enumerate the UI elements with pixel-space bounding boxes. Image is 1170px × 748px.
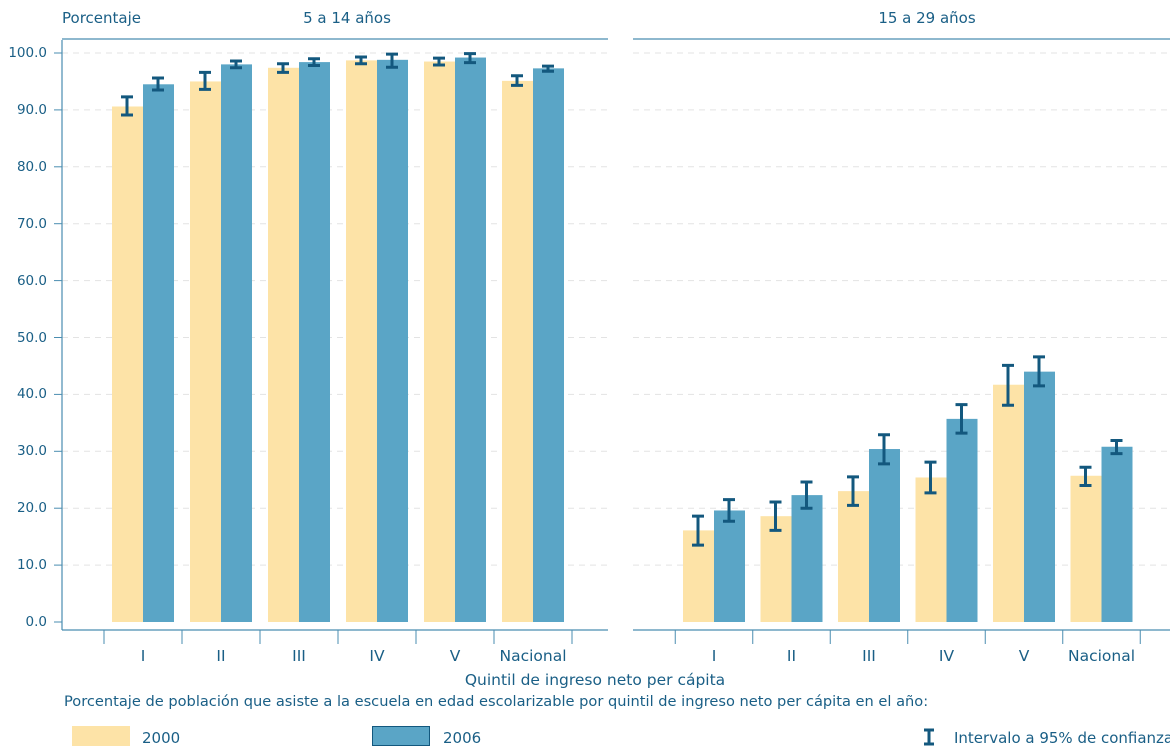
bar-2000-III xyxy=(268,67,299,622)
error-bar-icon xyxy=(924,728,934,746)
bar-2000-V xyxy=(993,384,1024,622)
error-bar-2000-II xyxy=(769,500,782,532)
panel-title-left: 5 a 14 años xyxy=(303,9,391,27)
legend-label-ci: Intervalo a 95% de confianza xyxy=(954,729,1170,747)
bar-2000-V xyxy=(424,61,455,623)
error-bar-2006-Nacional xyxy=(542,64,554,73)
error-bar-2006-IV xyxy=(386,52,398,69)
bar-2006-Nacional xyxy=(533,68,564,623)
y-tick-label: 60.0 xyxy=(16,272,47,289)
error-bar-2006-V xyxy=(464,52,476,65)
error-bar-2000-I xyxy=(692,514,704,547)
error-bar-2006-I xyxy=(152,76,164,92)
error-bar-2000-Nacional xyxy=(511,74,523,87)
bar-2006-III xyxy=(299,62,330,622)
x-axis-label: Quintil de ingreso neto per cápita xyxy=(464,671,726,689)
bar-2006-V xyxy=(1024,371,1055,622)
error-bar-2006-II xyxy=(230,59,242,70)
error-bar-2000-I xyxy=(121,95,133,117)
x-tick-label-IV: IV xyxy=(938,647,955,665)
y-tick-label: 40.0 xyxy=(16,386,47,403)
x-tick-label-V: V xyxy=(449,647,461,665)
x-tick-label-III: III xyxy=(862,647,876,665)
error-bar-2006-V xyxy=(1033,355,1045,388)
bar-2006-III xyxy=(869,449,900,622)
x-tick-label-Nacional: Nacional xyxy=(499,647,567,665)
x-tick-label-Nacional: Nacional xyxy=(1067,647,1136,665)
y-axis-label: Porcentaje xyxy=(62,9,141,27)
x-tick-label-I: I xyxy=(140,647,146,665)
y-tick-label: 10.0 xyxy=(16,557,47,574)
chart-subtitle: Porcentaje de población que asiste a la … xyxy=(64,693,929,710)
bar-2006-I xyxy=(714,510,745,622)
error-bar-2006-IV xyxy=(955,403,968,435)
bar-2006-IV xyxy=(946,418,978,622)
error-bar-2000-IV xyxy=(355,55,367,66)
x-tick-label-II: II xyxy=(786,647,797,665)
y-tick-label: 100.0 xyxy=(8,45,47,61)
error-bar-2000-III xyxy=(847,475,859,507)
legend-label-2000: 2000 xyxy=(142,729,181,747)
error-bar-2000-II xyxy=(199,70,211,91)
x-tick-label-II: II xyxy=(216,647,226,665)
bar-2000-IV xyxy=(346,60,377,623)
error-bar-2006-II xyxy=(800,480,813,510)
y-tick-label: 90.0 xyxy=(16,101,47,118)
legend-label-2006: 2006 xyxy=(443,729,482,747)
bar-2006-I xyxy=(143,84,174,623)
y-tick-label: 0.0 xyxy=(25,614,47,630)
y-tick-label: 70.0 xyxy=(16,215,47,232)
bar-2000-II xyxy=(190,81,221,622)
bar-2006-IV xyxy=(377,59,408,622)
y-tick-label: 20.0 xyxy=(16,500,47,517)
panel-title-right: 15 a 29 años xyxy=(878,9,976,27)
error-bar-2006-III xyxy=(308,57,320,68)
error-bar-2000-V xyxy=(1002,363,1014,407)
error-bar-2000-V xyxy=(433,56,445,67)
legend-swatch-2000 xyxy=(72,726,130,746)
error-bar-2006-Nacional xyxy=(1110,438,1123,456)
y-tick-label: 50.0 xyxy=(16,329,47,346)
bar-2000-Nacional xyxy=(1070,475,1102,622)
bar-2000-III xyxy=(838,491,869,622)
x-tick-label-IV: IV xyxy=(369,647,385,665)
bar-2006-Nacional xyxy=(1101,446,1133,622)
x-tick-label-I: I xyxy=(711,647,717,665)
error-bar-2006-III xyxy=(878,433,890,466)
bar-2000-II xyxy=(760,516,792,622)
x-tick-label-III: III xyxy=(292,647,306,665)
error-bar-2000-IV xyxy=(924,460,937,495)
y-tick-label: 30.0 xyxy=(16,443,47,460)
bar-2006-II xyxy=(221,64,252,622)
bar-2000-IV xyxy=(915,477,947,622)
bar-2006-V xyxy=(455,57,486,622)
y-tick-label: 80.0 xyxy=(16,158,47,175)
error-bar-2006-I xyxy=(723,498,735,523)
x-tick-label-V: V xyxy=(1018,647,1030,665)
bar-2006-II xyxy=(791,495,823,622)
error-bar-2000-Nacional xyxy=(1079,465,1092,487)
error-bar-2000-III xyxy=(277,62,289,74)
legend-swatch-2006 xyxy=(372,726,430,746)
bar-2000-Nacional xyxy=(502,80,533,623)
bar-2000-I xyxy=(112,106,143,622)
